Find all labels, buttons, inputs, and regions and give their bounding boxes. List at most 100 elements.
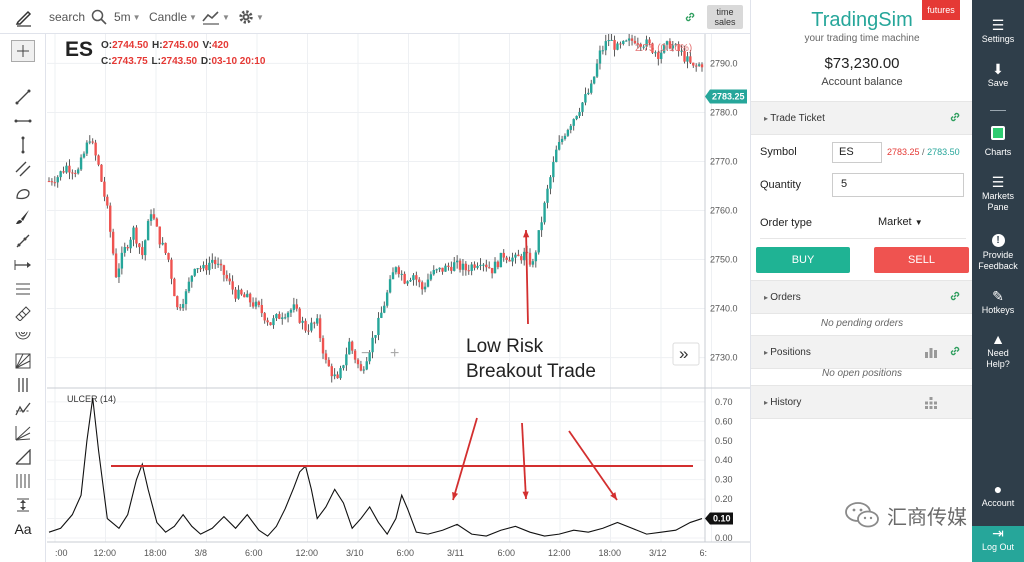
orders-header[interactable]: Orders <box>751 280 973 314</box>
cycle-lines-tool[interactable] <box>11 470 35 492</box>
low-label: L: <box>151 56 161 67</box>
candle-body <box>470 264 473 271</box>
pitchfork-tool[interactable] <box>11 374 35 396</box>
chart-type-select[interactable]: Candle ▼ <box>149 0 197 34</box>
history-grid-icon[interactable] <box>925 397 937 409</box>
link-icon[interactable] <box>949 345 961 357</box>
price-range-tool[interactable] <box>11 494 35 516</box>
nav-charts[interactable]: Charts <box>972 126 1024 158</box>
history-header[interactable]: History <box>751 385 973 419</box>
interval-value: 5m <box>114 10 131 24</box>
nav-feedback[interactable]: ! Provide Feedback <box>972 234 1024 272</box>
account-balance-label: Account balance <box>821 76 903 88</box>
candle-body <box>502 252 505 258</box>
vertical-line-icon <box>21 136 25 154</box>
parallel-channel-tool[interactable] <box>11 158 35 180</box>
pencil-icon[interactable] <box>14 0 34 34</box>
price-range-icon <box>17 498 29 512</box>
menu-icon: ☰ <box>991 17 1005 33</box>
candle-body <box>517 254 520 257</box>
candle-body <box>248 293 252 303</box>
candle-body <box>178 307 182 309</box>
candle-body <box>464 263 468 271</box>
candle-body <box>697 64 701 66</box>
edit-icon: ✎ <box>992 288 1004 304</box>
zoom-out-button[interactable]: − <box>361 345 370 362</box>
nav-logout-label: Log Out <box>981 542 1015 552</box>
candle-body <box>74 172 77 174</box>
positions-header[interactable]: Positions <box>751 335 973 369</box>
triangle-tool[interactable] <box>11 446 35 468</box>
link-icon[interactable] <box>949 290 961 302</box>
candle-body <box>263 313 266 321</box>
candle-body <box>385 292 389 306</box>
text-tool[interactable]: Aa <box>11 518 35 540</box>
nav-logout[interactable]: ⇥ Log Out <box>972 526 1024 562</box>
order-type-select[interactable]: Market ▼ <box>878 216 923 228</box>
brush-tool[interactable] <box>11 206 35 228</box>
candle-body <box>219 263 223 266</box>
shape-tool[interactable] <box>11 182 35 204</box>
candle-body <box>557 142 561 150</box>
buy-button[interactable]: BUY <box>756 247 850 273</box>
positions-title: Positions <box>764 347 811 358</box>
measure-tool[interactable] <box>11 254 35 276</box>
symbol-field[interactable]: ES <box>832 142 882 163</box>
candle-body <box>327 359 331 367</box>
vertical-line-tool[interactable] <box>11 134 35 156</box>
chart-settings-button[interactable]: ▼ <box>238 0 264 34</box>
time-and-sales-button[interactable]: time sales <box>707 5 743 29</box>
chart-canvas[interactable]: 2730.0 2740.0 2750.0 2760.0 2770.0 2780.0 2790… <box>47 34 750 562</box>
time-tick-label: 3/11 <box>447 548 464 558</box>
trade-ticket-header[interactable]: Trade Ticket <box>751 101 973 135</box>
link-chart-button[interactable] <box>684 0 696 34</box>
volume-value: 420 <box>212 40 229 51</box>
candle-body <box>485 264 488 268</box>
candle-body <box>584 94 587 103</box>
candle-body <box>543 202 546 223</box>
chart-background <box>47 34 750 562</box>
futures-badge[interactable]: futures <box>922 0 960 20</box>
bar-chart-icon[interactable] <box>925 347 937 358</box>
candle-body <box>65 165 68 173</box>
time-tick-label: 3/8 <box>195 548 208 558</box>
interval-select[interactable]: 5m ▼ <box>114 0 141 34</box>
nav-save[interactable]: ⬇ Save <box>972 62 1024 89</box>
nav-markets-pane[interactable]: ☰ Markets Pane <box>972 175 1024 213</box>
candle-body <box>432 269 436 275</box>
candle-body <box>406 281 409 284</box>
pattern-tool[interactable] <box>11 302 35 324</box>
gann-tool[interactable] <box>11 350 35 372</box>
candle-body <box>546 188 549 203</box>
candle-body <box>578 111 581 116</box>
nav-help[interactable]: ▲ Need Help? <box>972 332 1024 370</box>
ray-tool[interactable] <box>11 230 35 252</box>
candle-body <box>315 318 319 324</box>
fan-tool[interactable] <box>11 422 35 444</box>
nav-settings[interactable]: ☰ Settings <box>972 17 1024 45</box>
trend-line-tool[interactable] <box>11 86 35 108</box>
pitchfork-icon <box>18 378 28 392</box>
fibonacci-tool[interactable] <box>11 278 35 300</box>
crosshair-tool[interactable] <box>11 40 35 62</box>
candle-body <box>149 214 153 221</box>
time-tick-label: :00 <box>55 548 68 558</box>
candle-body <box>662 44 666 53</box>
quantity-field[interactable]: 5 <box>832 173 964 197</box>
elliott-wave-tool[interactable] <box>11 398 35 420</box>
chevron-down-icon: ▼ <box>256 12 264 22</box>
link-icon[interactable] <box>949 111 961 123</box>
indicators-button[interactable]: ▼ <box>202 0 230 34</box>
fib-arc-tool[interactable] <box>11 326 35 348</box>
zoom-in-button[interactable]: + <box>390 345 399 362</box>
nav-account[interactable]: ● Account <box>972 482 1024 509</box>
nav-hotkeys[interactable]: ✎ Hotkeys <box>972 288 1024 316</box>
candle-body <box>100 164 103 182</box>
price-chart[interactable]: 2730.0 2740.0 2750.0 2760.0 2770.0 2780.0 2790… <box>47 34 750 562</box>
horizontal-ray-tool[interactable] <box>11 110 35 132</box>
candle-body <box>260 304 264 314</box>
scroll-to-latest-button[interactable] <box>672 342 700 366</box>
symbol-search[interactable]: search <box>49 0 107 34</box>
sell-button[interactable]: SELL <box>874 247 969 273</box>
